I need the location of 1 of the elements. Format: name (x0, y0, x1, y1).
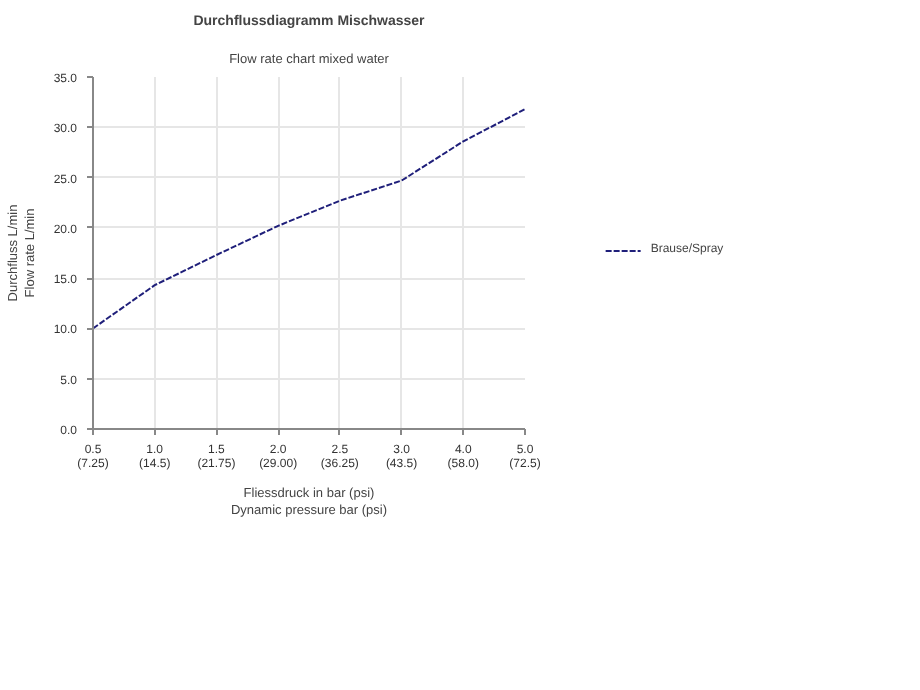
line-series (93, 108, 525, 330)
